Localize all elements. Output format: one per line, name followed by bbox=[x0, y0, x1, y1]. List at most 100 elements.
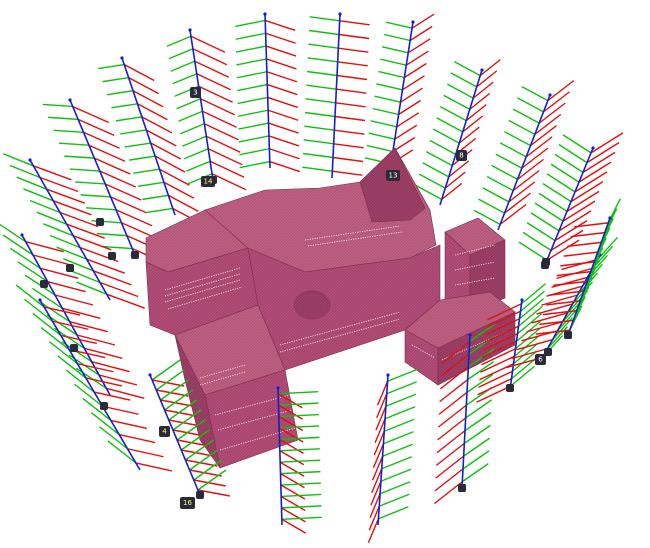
x-axis-arrow bbox=[278, 427, 304, 443]
x-axis-arrow bbox=[484, 325, 519, 343]
camera-node[interactable] bbox=[96, 218, 104, 226]
y-axis-arrow bbox=[63, 258, 94, 272]
y-axis-arrow bbox=[49, 234, 81, 249]
building-model[interactable] bbox=[145, 147, 516, 469]
camera-label-8[interactable]: 8 bbox=[456, 150, 467, 161]
camera-label-6[interactable]: 6 bbox=[535, 354, 546, 365]
x-axis-arrow bbox=[281, 518, 307, 534]
y-axis-arrow bbox=[383, 418, 415, 432]
camera-node[interactable] bbox=[542, 258, 550, 266]
y-axis-arrow bbox=[495, 153, 523, 169]
x-axis-arrow bbox=[439, 366, 469, 390]
camera-rig[interactable] bbox=[276, 386, 322, 534]
y-axis-arrow bbox=[307, 57, 338, 63]
x-axis-arrow bbox=[106, 387, 145, 400]
x-axis-arrow bbox=[128, 77, 159, 95]
y-axis-arrow bbox=[546, 173, 576, 193]
y-axis-arrow bbox=[120, 129, 147, 135]
camera-node[interactable] bbox=[40, 280, 48, 288]
y-axis-arrow bbox=[239, 160, 270, 169]
camera-rig[interactable] bbox=[15, 284, 172, 472]
x-axis-arrow bbox=[478, 370, 513, 388]
x-axis-arrow bbox=[280, 484, 306, 500]
axis-tip bbox=[38, 298, 42, 302]
camera-label-16[interactable]: 16 bbox=[180, 497, 195, 509]
x-axis-arrow bbox=[433, 481, 463, 505]
camera-label-4[interactable]: 4 bbox=[159, 426, 170, 437]
x-axis-arrow bbox=[439, 379, 469, 403]
camera-node[interactable] bbox=[70, 344, 78, 352]
y-axis-arrow bbox=[463, 424, 491, 444]
x-axis-arrow bbox=[372, 443, 385, 469]
camera-node[interactable] bbox=[506, 384, 514, 392]
camera-node[interactable] bbox=[100, 402, 108, 410]
y-axis-arrow bbox=[512, 350, 537, 372]
camera-node[interactable] bbox=[544, 348, 552, 356]
x-axis-arrow bbox=[189, 469, 222, 477]
x-axis-arrow bbox=[590, 132, 624, 154]
x-axis-arrow bbox=[402, 75, 425, 91]
camera-rig[interactable] bbox=[518, 132, 624, 269]
x-axis-arrow bbox=[47, 280, 86, 293]
camera-node[interactable] bbox=[564, 331, 572, 339]
y-axis-arrow bbox=[137, 181, 165, 187]
x-axis-arrow bbox=[371, 455, 384, 481]
x-axis-arrow bbox=[472, 81, 494, 99]
axis-tip bbox=[386, 373, 390, 377]
x-axis-arrow bbox=[477, 378, 512, 396]
x-axis-arrow bbox=[33, 165, 72, 181]
y-axis-arrow bbox=[374, 95, 401, 103]
camera-rig[interactable] bbox=[166, 28, 247, 191]
x-axis-arrow bbox=[516, 339, 553, 351]
y-axis-arrow bbox=[370, 120, 397, 128]
x-axis-arrow bbox=[334, 129, 365, 135]
x-axis-arrow bbox=[574, 222, 609, 228]
z-axis-line bbox=[544, 147, 594, 266]
camera-rig[interactable] bbox=[3, 153, 145, 309]
camera-rig[interactable] bbox=[0, 222, 145, 400]
z-axis-line bbox=[439, 69, 483, 206]
y-axis-arrow bbox=[166, 35, 192, 47]
x-axis-arrow bbox=[547, 80, 575, 102]
camera-rig[interactable] bbox=[148, 359, 231, 499]
y-axis-arrow bbox=[519, 298, 544, 320]
y-axis-arrow bbox=[9, 247, 41, 269]
camera-rig[interactable] bbox=[364, 13, 435, 174]
y-axis-arrow bbox=[387, 368, 418, 382]
x-axis-arrow bbox=[197, 489, 231, 497]
y-axis-arrow bbox=[462, 450, 490, 470]
camera-rig[interactable] bbox=[473, 80, 575, 231]
x-axis-arrow bbox=[435, 455, 465, 479]
x-axis-arrow bbox=[185, 459, 218, 467]
camera-node[interactable] bbox=[108, 252, 116, 260]
y-axis-arrow bbox=[510, 365, 535, 387]
x-axis-arrow bbox=[194, 60, 230, 78]
x-axis-arrow bbox=[444, 171, 466, 189]
camera-label-3[interactable]: 3 bbox=[190, 87, 201, 98]
svg-text:16: 16 bbox=[183, 499, 192, 507]
x-axis-arrow bbox=[99, 281, 139, 298]
y-axis-arrow bbox=[176, 98, 201, 110]
camera-node[interactable] bbox=[131, 251, 139, 259]
camera-label-13[interactable]: 13 bbox=[386, 170, 400, 181]
y-axis-arrow bbox=[102, 76, 129, 83]
camera-rig[interactable] bbox=[415, 59, 501, 206]
x-axis-arrow bbox=[403, 62, 427, 79]
camera-node[interactable] bbox=[66, 264, 74, 272]
y-axis-arrow bbox=[53, 129, 84, 133]
y-axis-arrow bbox=[534, 202, 564, 222]
camera-rig[interactable] bbox=[235, 12, 301, 173]
camera-label-14[interactable]: 14 bbox=[201, 176, 215, 187]
x-axis-arrow bbox=[396, 112, 420, 128]
y-axis-arrow bbox=[57, 355, 87, 379]
y-axis-arrow bbox=[508, 119, 536, 135]
camera-node[interactable] bbox=[196, 491, 204, 499]
x-axis-arrow bbox=[479, 363, 514, 381]
camera-rig[interactable] bbox=[302, 12, 370, 179]
x-axis-arrow bbox=[277, 393, 303, 409]
camera-node[interactable] bbox=[458, 484, 466, 492]
camera-rig[interactable] bbox=[98, 56, 204, 226]
x-axis-arrow bbox=[94, 157, 131, 175]
camera-rig[interactable] bbox=[367, 368, 418, 544]
